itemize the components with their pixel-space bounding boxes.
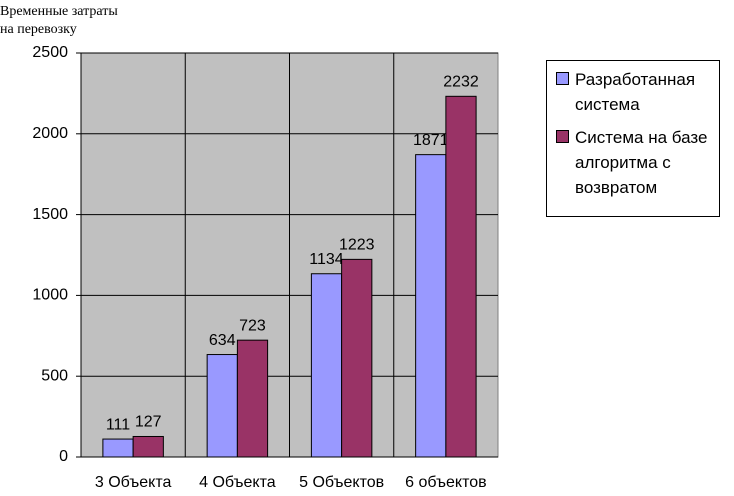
legend: Разработанная система Система на базе алг… [546,60,720,217]
x-tick-label: 6 объектов [405,474,487,491]
bar [206,354,238,458]
data-label: 1871 [413,132,449,149]
data-label: 1223 [339,237,375,254]
data-label: 1134 [309,251,344,268]
y-tick-label: 500 [41,367,68,384]
data-label: 2232 [443,74,479,91]
x-tick-label: 3 Объекта [95,474,172,491]
legend-label: Система на базе алгоритма с возвратом [575,128,708,197]
y-tick-label: 2000 [32,125,68,142]
data-label: 634 [209,332,236,349]
y-axis-label: на перевозку [0,22,77,37]
y-tick-label: 1500 [32,206,68,223]
data-label: 111 [106,416,130,433]
y-tick-label: 0 [59,448,68,465]
data-label: 127 [135,414,162,431]
legend-swatch [556,130,569,143]
bar [445,95,477,458]
legend-entry: Система на базе алгоритма с возвратом [556,125,719,200]
y-axis-label: Временные затраты [0,4,118,19]
legend-swatch [556,72,569,85]
bar [341,258,373,458]
legend-label: Разработанная система [575,70,696,114]
data-label: 723 [239,317,266,334]
x-tick-label: 4 Объекта [199,474,276,491]
bar [310,273,343,458]
bar [415,154,447,458]
bar [132,435,164,458]
y-tick-label: 2500 [32,44,68,61]
bar [236,339,269,458]
x-tick-label: 5 Объектов [299,474,384,491]
y-tick-label: 1000 [32,287,68,304]
legend-entry: Разработанная система [556,67,719,117]
bar [102,438,134,458]
